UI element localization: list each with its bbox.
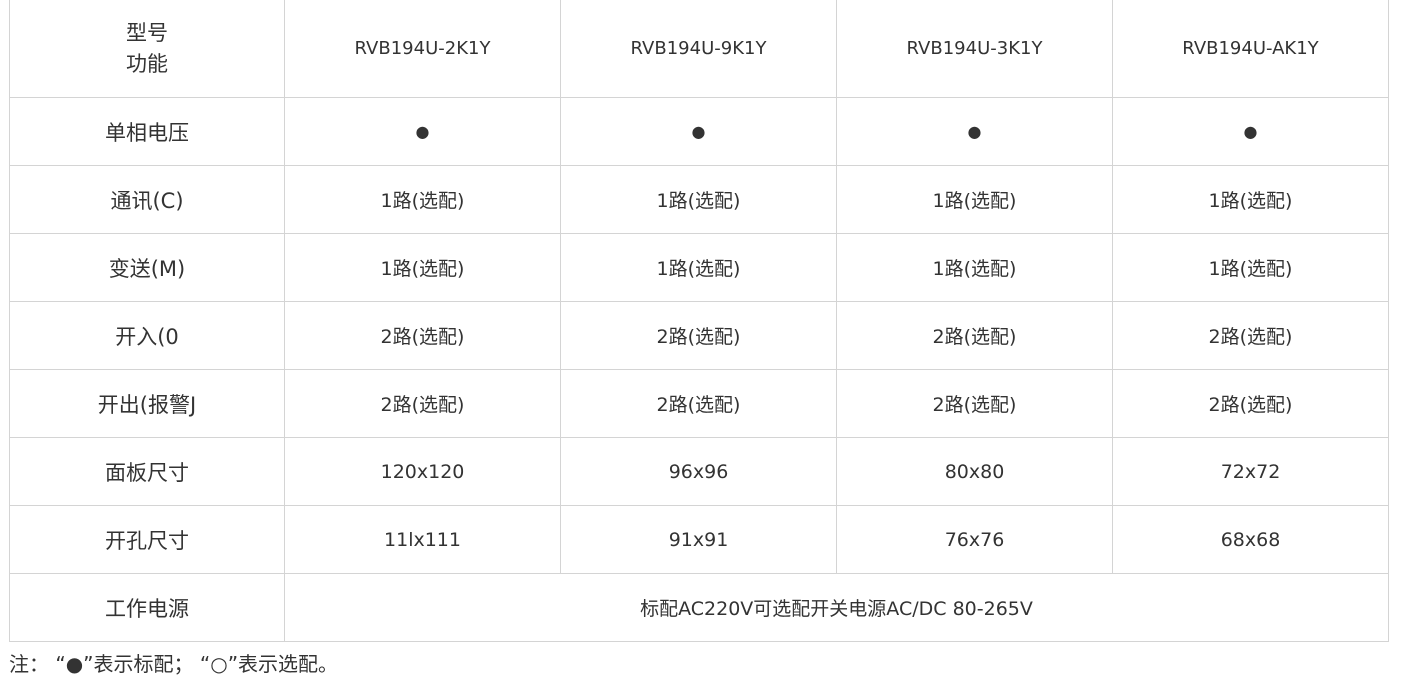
table-row: 通讯(C) 1路(选配) 1路(选配) 1路(选配) 1路(选配): [9, 165, 1389, 234]
cell: 1路(选配): [560, 165, 837, 234]
corner-cell: 型号 功能: [9, 0, 285, 98]
row-label: 工作电源: [9, 573, 285, 642]
cell: 2路(选配): [1112, 369, 1389, 438]
table-row: 开入(0 2路(选配) 2路(选配) 2路(选配) 2路(选配): [9, 301, 1389, 370]
row-label: 面板尺寸: [9, 437, 285, 506]
cell: 1路(选配): [1112, 165, 1389, 234]
cell: 1路(选配): [836, 233, 1113, 302]
row-label: 单相电压: [9, 97, 285, 166]
cell: 68x68: [1112, 505, 1389, 574]
model-header: RVB194U-9K1Y: [560, 0, 837, 98]
power-value: 标配AC220V可选配开关电源AC/DC 80-265V: [284, 573, 1389, 642]
cell: 76x76: [836, 505, 1113, 574]
cell: 1路(选配): [1112, 233, 1389, 302]
standard-dot: ●: [836, 97, 1113, 166]
cell: 1路(选配): [560, 233, 837, 302]
corner-model-label: 型号: [126, 20, 168, 45]
table-row: 开孔尺寸 11lx111 91x91 76x76 68x68: [9, 505, 1389, 574]
row-label: 通讯(C): [9, 165, 285, 234]
cell: 80x80: [836, 437, 1113, 506]
row-label: 开出(报警J: [9, 369, 285, 438]
cell: 1路(选配): [836, 165, 1113, 234]
cell: 2路(选配): [560, 301, 837, 370]
model-header: RVB194U-3K1Y: [836, 0, 1113, 98]
power-row: 工作电源 标配AC220V可选配开关电源AC/DC 80-265V: [9, 573, 1389, 642]
corner-function-label: 功能: [126, 51, 168, 76]
standard-dot: ●: [560, 97, 837, 166]
table-row: 面板尺寸 120x120 96x96 80x80 72x72: [9, 437, 1389, 506]
cell: 2路(选配): [284, 369, 561, 438]
cell: 11lx111: [284, 505, 561, 574]
standard-dot: ●: [1112, 97, 1389, 166]
row-label: 开入(0: [9, 301, 285, 370]
row-label: 开孔尺寸: [9, 505, 285, 574]
table-row: 单相电压 ● ● ● ●: [9, 97, 1389, 166]
cell: 91x91: [560, 505, 837, 574]
standard-dot: ●: [284, 97, 561, 166]
table-row: 开出(报警J 2路(选配) 2路(选配) 2路(选配) 2路(选配): [9, 369, 1389, 438]
model-header: RVB194U-2K1Y: [284, 0, 561, 98]
cell: 2路(选配): [560, 369, 837, 438]
cell: 72x72: [1112, 437, 1389, 506]
cell: 2路(选配): [1112, 301, 1389, 370]
model-header: RVB194U-AK1Y: [1112, 0, 1389, 98]
cell: 2路(选配): [284, 301, 561, 370]
table-row: 变送(M) 1路(选配) 1路(选配) 1路(选配) 1路(选配): [9, 233, 1389, 302]
spec-table: 型号功能 RVB194U-2K1Y RVB194U-9K1Y RVB194U-3…: [9, 0, 1389, 642]
header-row: 型号功能 RVB194U-2K1Y RVB194U-9K1Y RVB194U-3…: [9, 0, 1389, 98]
cell: 120x120: [284, 437, 561, 506]
cell: 2路(选配): [836, 369, 1113, 438]
cell: 1路(选配): [284, 233, 561, 302]
legend-note: 注： “●”表示标配； “○”表示选配。: [9, 652, 339, 676]
cell: 1路(选配): [284, 165, 561, 234]
row-label: 变送(M): [9, 233, 285, 302]
cell: 2路(选配): [836, 301, 1113, 370]
cell: 96x96: [560, 437, 837, 506]
